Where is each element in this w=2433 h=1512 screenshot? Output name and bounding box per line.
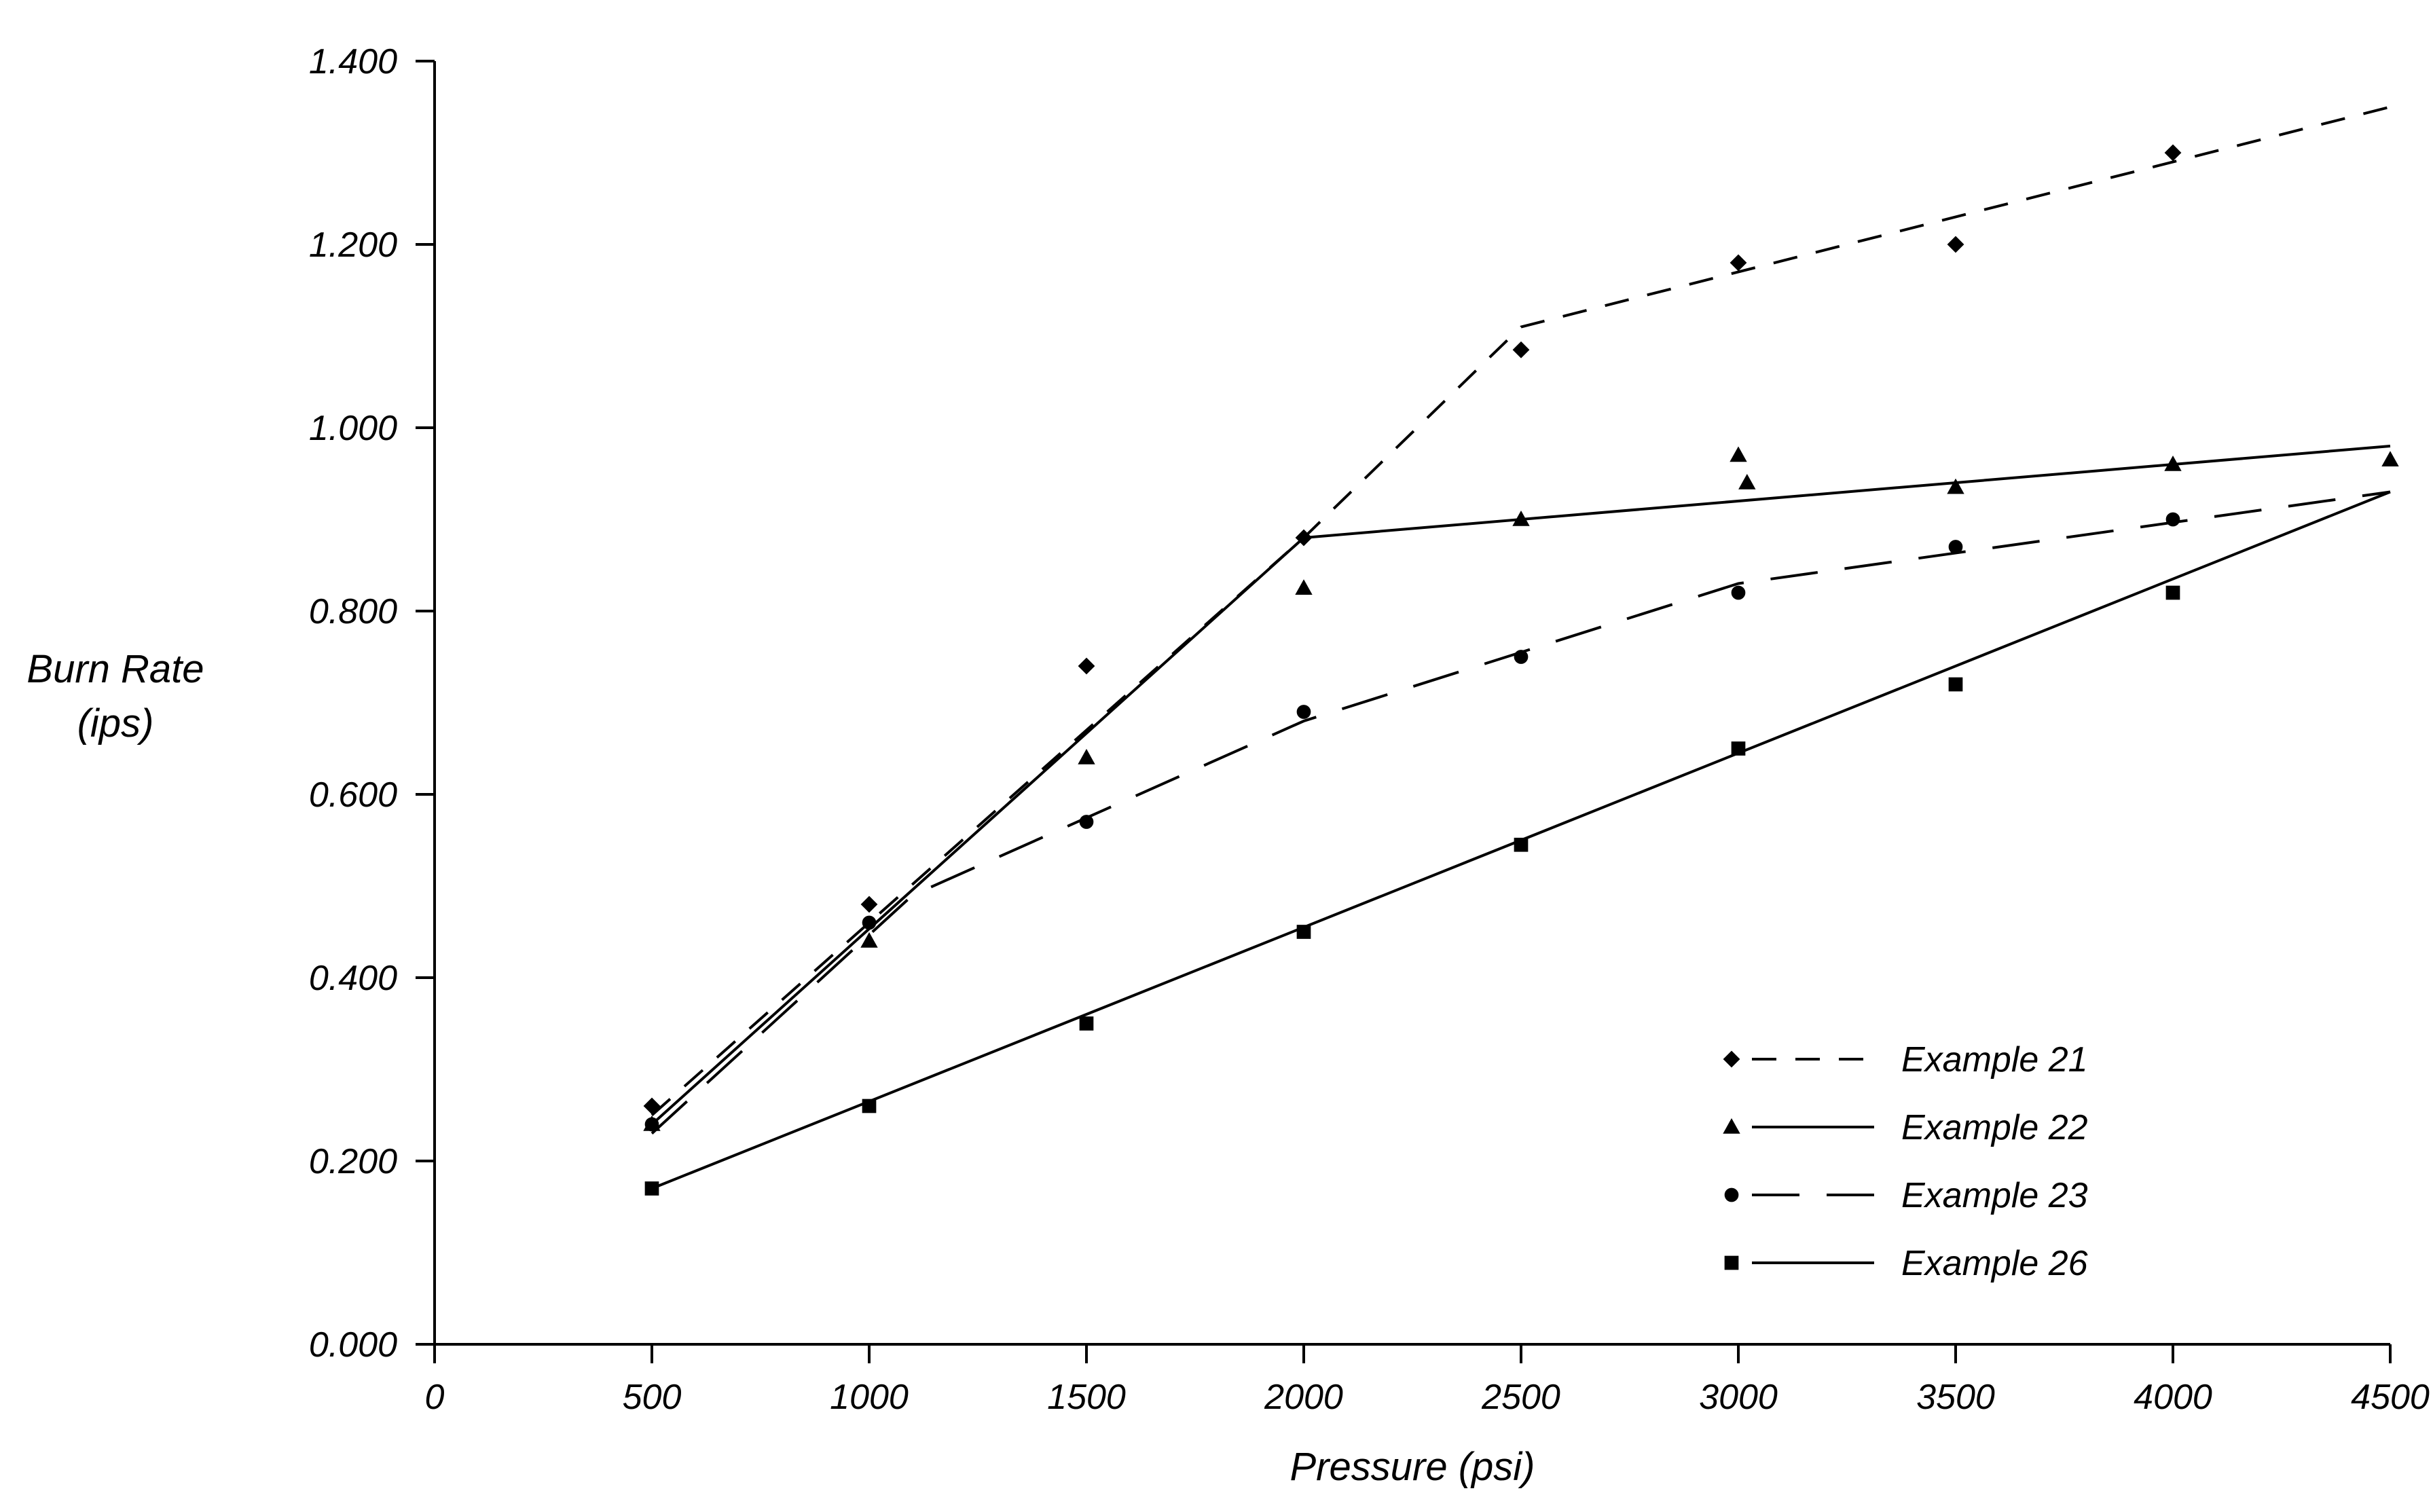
x-tick-label: 1000 <box>830 1378 909 1417</box>
x-tick-label: 1500 <box>1047 1378 1126 1417</box>
x-tick-label: 0 <box>425 1378 445 1417</box>
series-example-23 <box>646 492 2390 1134</box>
series-line <box>652 107 2390 1115</box>
legend-label: Example 21 <box>1901 1040 2088 1080</box>
y-tick-label: 0.800 <box>309 592 397 631</box>
legend-label: Example 22 <box>1901 1108 2088 1147</box>
x-tick-label: 2500 <box>1481 1378 1560 1417</box>
y-axis-title-line1: Burn Rate <box>26 647 204 691</box>
series-line <box>652 492 2390 1134</box>
x-tick-label: 2000 <box>1264 1378 1343 1417</box>
series-example-21 <box>644 107 2390 1115</box>
burn-rate-chart: 0 500 1000 1500 2000 2500 3000 3500 4000 4500 0.00… <box>0 0 2433 1512</box>
legend: Example 21 Example 22 Example 23 Example 26 <box>1724 1040 2088 1283</box>
x-tick-label: 4000 <box>2134 1378 2212 1417</box>
series-group <box>644 107 2398 1195</box>
y-tick-label: 0.000 <box>309 1325 397 1365</box>
x-tick-label: 3500 <box>1916 1378 1995 1417</box>
y-tick-label: 1.400 <box>309 42 397 81</box>
chart-container: 0 500 1000 1500 2000 2500 3000 3500 4000 4500 0.00… <box>0 0 2433 1512</box>
y-tick-label: 1.000 <box>309 409 397 448</box>
legend-item: Example 23 <box>1725 1176 2088 1215</box>
y-tick-label: 0.600 <box>309 775 397 815</box>
legend-item: Example 26 <box>1725 1244 2088 1283</box>
y-tick-label: 0.200 <box>309 1142 397 1181</box>
series-line <box>652 446 2390 1124</box>
y-tick-label: 1.200 <box>309 225 397 265</box>
x-axis-title: Pressure (psi) <box>1290 1445 1535 1489</box>
x-tick-label: 4500 <box>2351 1378 2430 1417</box>
x-tick-label: 3000 <box>1699 1378 1778 1417</box>
y-tick-label: 0.400 <box>309 959 397 998</box>
legend-label: Example 26 <box>1901 1244 2088 1283</box>
legend-label: Example 23 <box>1901 1176 2088 1215</box>
y-axis-title-line2: (ips) <box>77 701 154 745</box>
x-tick-label: 500 <box>623 1378 682 1417</box>
series-example-22 <box>644 446 2398 1130</box>
legend-item: Example 21 <box>1724 1040 2088 1080</box>
legend-item: Example 22 <box>1724 1108 2088 1147</box>
series-example-26 <box>646 492 2390 1195</box>
